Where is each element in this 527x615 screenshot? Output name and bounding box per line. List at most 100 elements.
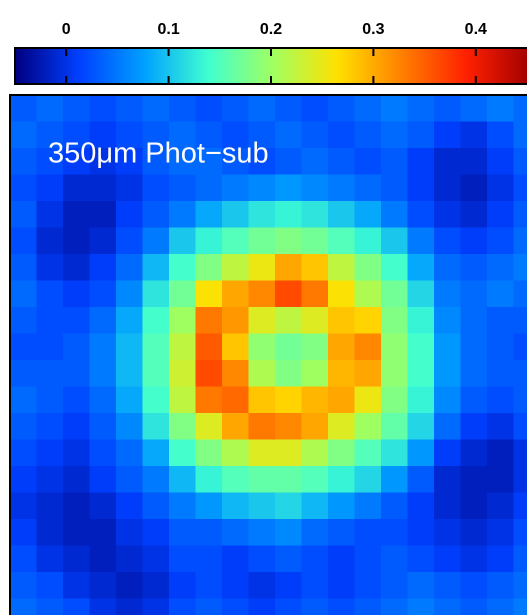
heatmap-cell: [169, 439, 197, 467]
heatmap-cell: [328, 201, 356, 229]
heatmap-cell: [63, 95, 91, 123]
heatmap-cell: [195, 386, 223, 414]
heatmap-cell: [195, 572, 223, 600]
heatmap-cell: [328, 307, 356, 335]
heatmap-cell: [275, 174, 303, 202]
heatmap-cell: [63, 333, 91, 361]
heatmap-cell: [301, 121, 329, 149]
heatmap-cell: [487, 254, 515, 282]
heatmap-cell: [381, 492, 409, 520]
heatmap-cell: [10, 360, 38, 388]
colorbar-tick-label: 0.4: [465, 21, 487, 38]
heatmap-cell: [460, 492, 488, 520]
heatmap-cell: [513, 174, 527, 202]
heatmap-cell: [354, 413, 382, 441]
heatmap-cell: [142, 227, 170, 255]
heatmap-cell: [36, 121, 64, 149]
heatmap-cell: [36, 307, 64, 335]
heatmap-cell: [195, 148, 223, 176]
heatmap-cell: [434, 466, 462, 494]
heatmap-cell: [195, 439, 223, 467]
heatmap-cell: [301, 386, 329, 414]
heatmap-cell: [460, 519, 488, 547]
heatmap-cell: [460, 201, 488, 229]
heatmap-cell: [142, 360, 170, 388]
heatmap-cell: [222, 227, 250, 255]
heatmap-cell: [142, 95, 170, 123]
heatmap-cell: [487, 333, 515, 361]
heatmap-cell: [381, 254, 409, 282]
heatmap-cell: [222, 148, 250, 176]
heatmap-cell: [460, 466, 488, 494]
heatmap-cell: [301, 280, 329, 308]
heatmap-cell: [301, 254, 329, 282]
heatmap-cell: [36, 598, 64, 615]
heatmap-cell: [487, 360, 515, 388]
heatmap-cell: [195, 545, 223, 573]
heatmap-cell: [275, 201, 303, 229]
heatmap-cell: [381, 466, 409, 494]
heatmap-cell: [407, 174, 435, 202]
heatmap-cell: [142, 280, 170, 308]
heatmap-cell: [248, 466, 276, 494]
heatmap-cell: [487, 413, 515, 441]
heatmap-cell: [513, 121, 527, 149]
heatmap-cell: [354, 95, 382, 123]
heatmap-cell: [116, 307, 144, 335]
heatmap: [10, 95, 527, 615]
heatmap-cell: [301, 519, 329, 547]
heatmap-cell: [169, 386, 197, 414]
heatmap-cell: [275, 519, 303, 547]
heatmap-cell: [434, 360, 462, 388]
heatmap-cell: [89, 572, 117, 600]
heatmap-cell: [513, 386, 527, 414]
heatmap-cell: [63, 121, 91, 149]
heatmap-cell: [328, 254, 356, 282]
heatmap-cell: [63, 598, 91, 615]
heatmap-cell: [381, 95, 409, 123]
map-frame: [9, 94, 527, 615]
heatmap-cell: [434, 492, 462, 520]
heatmap-cell: [354, 466, 382, 494]
heatmap-cell: [434, 121, 462, 149]
heatmap-cell: [328, 545, 356, 573]
heatmap-cell: [36, 466, 64, 494]
heatmap-cell: [63, 386, 91, 414]
heatmap-cell: [328, 280, 356, 308]
heatmap-cell: [381, 148, 409, 176]
heatmap-cell: [248, 148, 276, 176]
heatmap-cell: [513, 360, 527, 388]
heatmap-cell: [10, 227, 38, 255]
heatmap-cell: [89, 413, 117, 441]
heatmap-cell: [142, 519, 170, 547]
heatmap-cell: [354, 360, 382, 388]
heatmap-cell: [434, 386, 462, 414]
heatmap-cell: [407, 280, 435, 308]
heatmap-cell: [301, 201, 329, 229]
heatmap-cell: [354, 572, 382, 600]
heatmap-cell: [328, 492, 356, 520]
heatmap-cell: [407, 545, 435, 573]
heatmap-cell: [222, 95, 250, 123]
heatmap-cell: [513, 439, 527, 467]
heatmap-cell: [407, 201, 435, 229]
heatmap-cell: [301, 227, 329, 255]
heatmap-cell: [222, 545, 250, 573]
heatmap-cell: [142, 201, 170, 229]
heatmap-cell: [354, 333, 382, 361]
heatmap-cell: [116, 413, 144, 441]
heatmap-cell: [275, 439, 303, 467]
heatmap-cell: [301, 466, 329, 494]
heatmap-cell: [222, 386, 250, 414]
heatmap-cell: [63, 519, 91, 547]
heatmap-cell: [248, 413, 276, 441]
heatmap-cell: [222, 439, 250, 467]
heatmap-cell: [10, 519, 38, 547]
heatmap-cell: [434, 201, 462, 229]
heatmap-cell: [36, 148, 64, 176]
heatmap-cell: [36, 439, 64, 467]
heatmap-cell: [381, 413, 409, 441]
heatmap-cell: [10, 492, 38, 520]
heatmap-cell: [222, 519, 250, 547]
heatmap-cell: [513, 148, 527, 176]
